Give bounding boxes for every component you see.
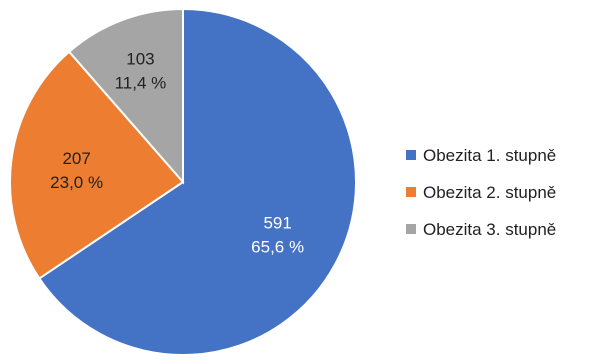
legend-label: Obezita 1. stupně	[423, 146, 556, 165]
slice-value-label: 103	[126, 50, 154, 69]
legend-item-obezita-3-stupne: Obezita 3. stupně	[406, 220, 556, 239]
pie-slices	[9, 7, 357, 356]
legend-swatch	[406, 224, 416, 234]
legend-label: Obezita 3. stupně	[423, 220, 556, 239]
pie-slice-obezita-2-stupne	[9, 50, 185, 280]
slice-labels: 591 65,6 % 207 23,0 % 103 11,4 %	[50, 50, 304, 257]
legend-item-obezita-1-stupne: Obezita 1. stupně	[406, 146, 556, 165]
slice-percent-label: 11,4 %	[115, 74, 167, 93]
legend-item-obezita-2-stupne: Obezita 2. stupně	[406, 183, 556, 202]
legend-label: Obezita 2. stupně	[423, 183, 556, 202]
pie-slice-obezita-3-stupne	[67, 7, 184, 185]
slice-percent-label: 23,0 %	[50, 173, 103, 192]
legend-swatch	[406, 150, 416, 160]
chart-legend: Obezita 1. stupně Obezita 2. stupně Obezit…	[406, 146, 556, 239]
slice-value-label: 207	[62, 149, 90, 168]
pie-slice-obezita-1-stupne	[37, 7, 357, 356]
slice-percent-label: 65,6 %	[251, 237, 304, 256]
slice-value-label: 591	[263, 213, 291, 232]
legend-swatch	[406, 187, 416, 197]
